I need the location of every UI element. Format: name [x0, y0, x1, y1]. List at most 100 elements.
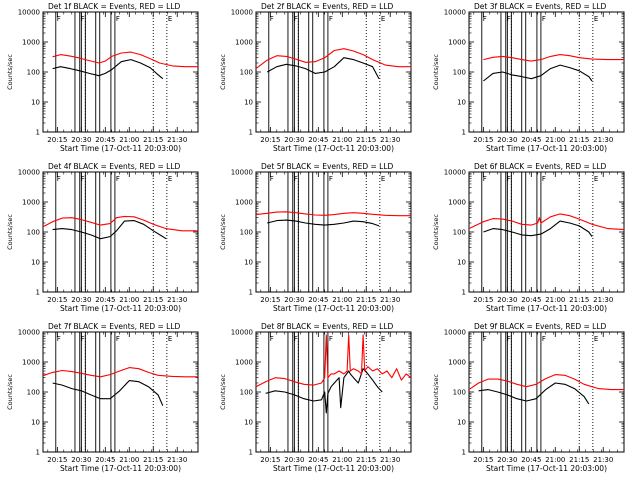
x-tick-label: 21:15 [356, 136, 376, 144]
y-tick-label: 10000 [18, 329, 40, 337]
time-marker-label: E [381, 335, 385, 343]
time-marker-label: F [57, 15, 61, 23]
time-marker-label: F [294, 335, 298, 343]
y-axis-label: Counts/sec [432, 374, 440, 410]
chart-title: Det 1f BLACK = Events, RED = LLD [48, 2, 181, 11]
time-marker-label: E [594, 175, 598, 183]
plot-frame [468, 331, 625, 453]
x-tick-label: 20:30 [71, 136, 91, 144]
chart-title: Det 9f BLACK = Events, RED = LLD [474, 322, 607, 331]
y-axis-label: Counts/sec [6, 54, 14, 90]
y-tick-label: 100 [27, 389, 40, 397]
series-line-events [52, 220, 167, 240]
x-tick-label: 20:45 [95, 456, 115, 464]
x-tick-label: 20:45 [521, 296, 541, 304]
y-tick-label: 100 [27, 229, 40, 237]
series-line-events [483, 64, 593, 82]
chart-panel: Det 3f BLACK = Events, RED = LLD 1 10 100 10… [432, 2, 625, 153]
y-tick-label: 100 [240, 229, 253, 237]
time-marker-label: F [270, 335, 274, 343]
x-tick-label: 21:30 [380, 456, 400, 464]
plot-frame [468, 171, 625, 293]
x-tick-label: 20:15 [473, 136, 493, 144]
x-tick-label: 20:30 [497, 136, 517, 144]
x-tick-label: 21:30 [593, 296, 613, 304]
time-marker-label: E [594, 335, 598, 343]
x-tick-label: 21:15 [356, 296, 376, 304]
x-tick-label: 21:15 [569, 296, 589, 304]
series-line-events [266, 57, 380, 79]
time-marker-label: F [329, 335, 333, 343]
y-tick-label: 10 [457, 99, 466, 107]
y-axis-label: Counts/sec [6, 214, 14, 250]
x-tick-label: 20:15 [260, 296, 280, 304]
x-tick-label: 21:30 [167, 136, 187, 144]
chart-title: Det 8f BLACK = Events, RED = LLD [261, 322, 394, 331]
x-tick-label: 20:15 [260, 136, 280, 144]
y-tick-label: 1 [36, 289, 40, 297]
x-tick-label: 20:30 [497, 456, 517, 464]
x-tick-label: 21:30 [167, 296, 187, 304]
time-marker-label: E [168, 335, 172, 343]
x-tick-label: 21:30 [593, 136, 613, 144]
chart-panel: Det 9f BLACK = Events, RED = LLD 1 10 100 10… [432, 322, 625, 473]
x-tick-label: 21:15 [143, 456, 163, 464]
time-marker-label: F [270, 15, 274, 23]
time-marker-label: F [507, 175, 511, 183]
series-line-lld [52, 51, 198, 68]
y-tick-label: 1 [249, 449, 253, 457]
time-marker-label: F [116, 175, 120, 183]
x-tick-label: 20:30 [284, 136, 304, 144]
x-axis-label: Start Time (17-Oct-11 20:03:00) [486, 144, 607, 153]
y-tick-label: 1000 [22, 199, 40, 207]
x-tick-label: 20:30 [71, 296, 91, 304]
y-axis-label: Counts/sec [432, 54, 440, 90]
series-line-events [483, 220, 593, 237]
x-tick-label: 21:00 [332, 456, 352, 464]
series-line-lld [42, 215, 198, 232]
x-tick-label: 21:30 [380, 296, 400, 304]
x-tick-label: 20:45 [521, 136, 541, 144]
x-axis-label: Start Time (17-Oct-11 20:03:00) [486, 464, 607, 473]
y-tick-label: 10 [244, 259, 253, 267]
x-axis-label: Start Time (17-Oct-11 20:03:00) [273, 464, 394, 473]
y-tick-label: 10 [457, 259, 466, 267]
time-marker-label: F [116, 15, 120, 23]
series-line-events [265, 368, 383, 414]
plot-frame [42, 171, 199, 293]
x-tick-label: 21:15 [569, 456, 589, 464]
chart-panel: Det 2f BLACK = Events, RED = LLD 1 10 100 10… [219, 2, 412, 153]
y-tick-label: 1000 [235, 359, 253, 367]
x-tick-label: 21:30 [380, 136, 400, 144]
time-marker-label: F [329, 15, 333, 23]
plot-frame [255, 331, 412, 453]
x-tick-label: 21:15 [356, 456, 376, 464]
y-tick-label: 100 [240, 389, 253, 397]
y-axis-label: Counts/sec [219, 214, 227, 250]
time-marker-label: F [294, 175, 298, 183]
series-line-events [267, 219, 380, 227]
plot-frame [255, 11, 412, 133]
series-line-lld [468, 213, 625, 231]
time-marker-label: F [57, 175, 61, 183]
time-marker-label: E [381, 175, 385, 183]
time-marker-label: F [294, 15, 298, 23]
x-axis-label: Start Time (17-Oct-11 20:03:00) [486, 304, 607, 313]
plot-frame [42, 331, 199, 453]
series-line-lld [255, 334, 412, 388]
y-tick-label: 1000 [448, 199, 466, 207]
chart-title: Det 2f BLACK = Events, RED = LLD [261, 2, 394, 11]
x-tick-label: 20:15 [473, 456, 493, 464]
plot-frame [255, 171, 412, 293]
x-tick-label: 21:00 [545, 456, 565, 464]
chart-panel: Det 8f BLACK = Events, RED = LLD 1 10 100 10… [219, 322, 412, 473]
x-tick-label: 20:15 [260, 456, 280, 464]
y-tick-label: 1000 [235, 199, 253, 207]
y-tick-label: 1 [249, 289, 253, 297]
y-tick-label: 10000 [444, 9, 466, 17]
series-line-lld [483, 54, 624, 62]
x-tick-label: 21:00 [332, 296, 352, 304]
time-marker-label: F [483, 335, 487, 343]
x-tick-label: 20:30 [284, 296, 304, 304]
